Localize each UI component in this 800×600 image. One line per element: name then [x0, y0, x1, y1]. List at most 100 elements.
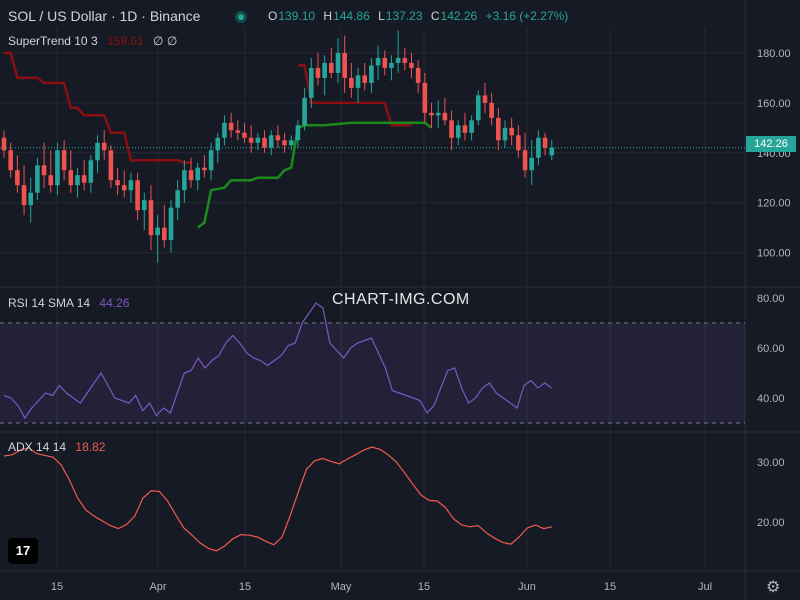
- candle: [141, 192, 147, 231]
- candle-body: [162, 227, 167, 241]
- adx-axis-label: 30.00: [757, 457, 785, 469]
- candle: [75, 167, 80, 198]
- supertrend-legend[interactable]: SuperTrend 10 3 159.61 ∅ ∅: [8, 34, 177, 48]
- candle: [342, 35, 347, 93]
- candle-body: [382, 57, 388, 68]
- low-value: 137.23: [385, 9, 423, 23]
- time-axis-label: 15: [239, 581, 251, 593]
- rsi-axis-label: 60.00: [757, 343, 785, 355]
- candle: [375, 45, 381, 81]
- candle-body: [469, 120, 474, 133]
- candle: [215, 132, 221, 163]
- time-axis-label: May: [331, 581, 352, 593]
- adx-value: 18.82: [75, 440, 106, 454]
- open-key: O: [268, 9, 278, 23]
- candle-body: [108, 150, 114, 181]
- tradingview-logo-icon[interactable]: 17: [8, 538, 38, 564]
- settings-gear-icon[interactable]: ⚙: [766, 579, 781, 596]
- candle-body: [496, 117, 501, 141]
- low-key: L: [378, 9, 385, 23]
- candle: [21, 165, 27, 216]
- candle: [502, 120, 508, 148]
- candle: [282, 132, 287, 153]
- candle: [529, 140, 535, 186]
- candle-body: [516, 135, 521, 151]
- symbol-title[interactable]: SOL / US Dollar · 1D · Binance: [8, 8, 201, 24]
- candle: [435, 100, 441, 128]
- candle-body: [88, 160, 94, 183]
- candle-body: [168, 207, 174, 241]
- candle: [28, 177, 34, 223]
- candle-body: [389, 62, 394, 68]
- candle-body: [55, 150, 60, 186]
- candle-body: [409, 62, 414, 68]
- candle: [68, 150, 74, 193]
- candle-body: [208, 150, 214, 171]
- candle-body: [215, 137, 221, 151]
- candle-body: [48, 175, 54, 186]
- candle-body: [349, 77, 354, 88]
- candle-body: [369, 65, 374, 83]
- candle: [349, 62, 354, 98]
- candle-body: [148, 200, 154, 236]
- rsi-axis-label: 40.00: [757, 393, 785, 405]
- candle-body: [522, 150, 528, 171]
- candle: [322, 55, 327, 96]
- candle-body: [395, 57, 401, 63]
- candle-body: [75, 175, 80, 186]
- candle-body: [121, 185, 127, 191]
- candle: [188, 157, 194, 188]
- source-icon: ∅: [153, 34, 164, 48]
- candle: [202, 155, 207, 178]
- candle: [48, 150, 54, 193]
- candle-body: [128, 180, 134, 191]
- candle-body: [188, 170, 194, 181]
- candle: [262, 130, 267, 153]
- candle: [248, 125, 254, 153]
- candle-body: [1, 137, 7, 151]
- candle-body: [375, 57, 381, 66]
- candle: [382, 50, 388, 76]
- rsi-label: RSI 14 SMA 14: [8, 296, 91, 310]
- candle: [182, 160, 187, 203]
- rsi-legend[interactable]: RSI 14 SMA 14 44.26: [8, 296, 129, 310]
- candle: [329, 47, 334, 78]
- supertrend-down-line: [297, 64, 412, 127]
- candle: [489, 92, 494, 126]
- candle-body: [222, 122, 227, 138]
- candle-body: [268, 135, 274, 148]
- candle: [516, 125, 521, 158]
- candle-body: [95, 142, 100, 161]
- candle: [335, 37, 341, 83]
- candle: [208, 142, 214, 181]
- candle: [389, 55, 394, 81]
- candle-body: [15, 170, 20, 186]
- candle: [168, 200, 174, 253]
- candle: [148, 185, 154, 251]
- rsi-line: [3, 302, 553, 420]
- price-axis-label: 180.00: [757, 48, 791, 60]
- candle-body: [549, 147, 555, 156]
- supertrend-value: 159.61: [106, 34, 144, 48]
- source-icon-2: ∅: [166, 34, 178, 48]
- candle: [315, 52, 321, 86]
- candle: [549, 140, 555, 161]
- candle-body: [529, 157, 535, 171]
- candle-body: [141, 200, 147, 211]
- candle-body: [228, 122, 234, 131]
- adx-legend[interactable]: ADX 14 14 18.82: [8, 440, 105, 454]
- candle: [308, 57, 314, 108]
- candle: [222, 115, 227, 146]
- candle-body: [489, 102, 494, 118]
- candle-body: [248, 137, 254, 143]
- candle: [55, 142, 60, 196]
- open-value: 139.10: [278, 9, 316, 23]
- candle: [195, 162, 201, 191]
- price-change: +3.16 (+2.27%): [485, 9, 569, 23]
- rsi-value: 44.26: [99, 296, 130, 310]
- candle: [355, 67, 361, 103]
- candle: [1, 130, 7, 158]
- market-open-status-icon: [235, 11, 247, 23]
- candle: [108, 145, 114, 188]
